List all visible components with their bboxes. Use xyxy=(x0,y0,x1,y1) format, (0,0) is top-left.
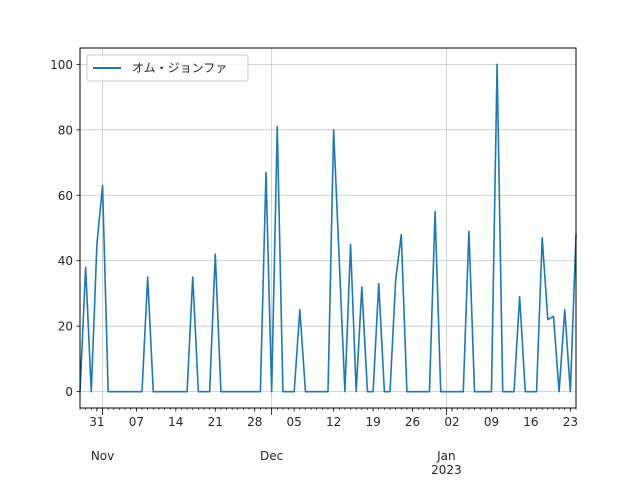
series-layer xyxy=(79,63,577,393)
x-tick-label: 31 xyxy=(89,415,104,429)
x-tick-label: 28 xyxy=(247,415,262,429)
x-tick-label: 14 xyxy=(168,415,183,429)
plot-area xyxy=(80,48,576,408)
x-tick-label: 02 xyxy=(444,415,459,429)
x-month-label: Dec xyxy=(260,449,283,463)
y-tick-label: 0 xyxy=(65,385,73,399)
x-tick-label: 23 xyxy=(563,415,578,429)
y-tick-label: 80 xyxy=(58,123,73,137)
y-tick-label: 20 xyxy=(58,320,73,334)
x-tick-label: 09 xyxy=(484,415,499,429)
legend-box xyxy=(86,54,249,82)
legend-label: オム・ジョンファ xyxy=(132,61,227,75)
y-tick-label: 60 xyxy=(58,189,73,203)
legend: オム・ジョンファ xyxy=(86,54,249,82)
y-tick-label: 100 xyxy=(50,58,73,72)
x-tick-label: 19 xyxy=(365,415,380,429)
x-tick-label: 21 xyxy=(208,415,223,429)
axes-frame xyxy=(79,47,577,409)
x-year-label: 2023 xyxy=(431,463,462,477)
x-month-label: Jan xyxy=(436,449,456,463)
x-tick-label: 12 xyxy=(326,415,341,429)
series-line xyxy=(79,63,577,393)
x-tick-label: 26 xyxy=(405,415,420,429)
x-tick-label: 05 xyxy=(287,415,302,429)
x-month-label: Nov xyxy=(91,449,114,463)
x-tick-label: 16 xyxy=(523,415,538,429)
y-tick-label: 40 xyxy=(58,254,73,268)
axis-ticks: 0 20 40 60 80 100 31 07 14 21 28 05 12 19 26 02 09 16 23 No… xyxy=(50,58,578,477)
x-tick-label: 07 xyxy=(129,415,144,429)
